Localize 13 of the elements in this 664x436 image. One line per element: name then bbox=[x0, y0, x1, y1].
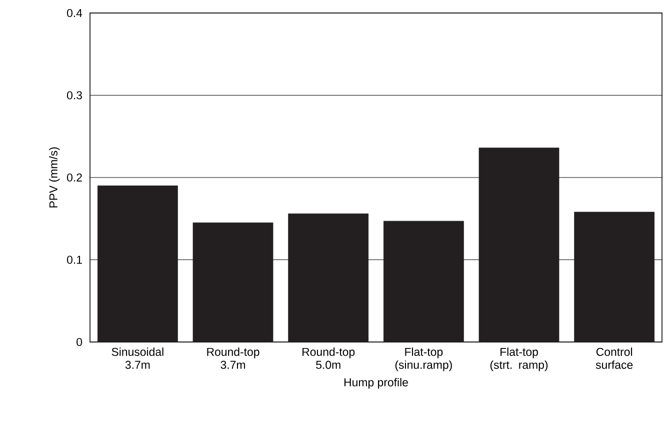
x-tick-label: Flat-top (sinu.ramp) bbox=[395, 348, 452, 372]
x-tick-label: Flat-top (strt. ramp) bbox=[490, 348, 548, 372]
y-tick-label: 0.2 bbox=[67, 173, 82, 182]
x-tick-label: Sinusoidal 3.7m bbox=[112, 348, 164, 369]
y-tick-label: 0.4 bbox=[67, 8, 82, 18]
x-tick-label: Round-top 5.0m bbox=[302, 348, 355, 369]
y-tick-label: 0 bbox=[76, 338, 82, 346]
x-tick-label: Round-top 3.7m bbox=[207, 348, 260, 369]
y-tick-label: 0.3 bbox=[67, 91, 82, 100]
y-tick-label: 0.1 bbox=[67, 256, 82, 264]
x-axis-title: Hump profile bbox=[344, 378, 408, 389]
x-tick-label: Control surface bbox=[596, 348, 633, 369]
y-axis-title: PPV (mm/s) bbox=[49, 147, 60, 208]
